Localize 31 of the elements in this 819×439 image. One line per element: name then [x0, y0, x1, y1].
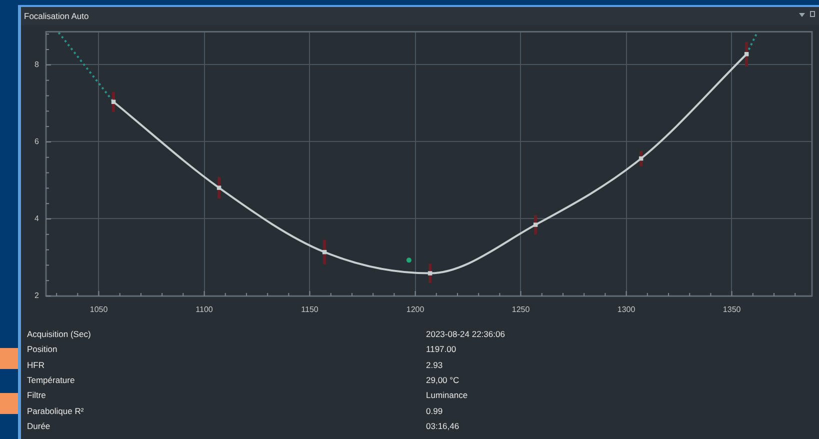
x-tick-label: 1100: [196, 305, 214, 314]
x-tick-label: 1300: [617, 305, 636, 314]
point: [406, 258, 412, 263]
text: 0.99: [426, 404, 443, 416]
x-tick-label: 1250: [512, 305, 530, 314]
point: [216, 186, 222, 190]
text: 29,00 °C: [426, 374, 460, 386]
point: [533, 222, 538, 227]
x-tick-label: 1150: [301, 305, 319, 314]
text: 2023-08-24 22:36:06: [426, 328, 505, 340]
y-tick-label: 2: [34, 291, 40, 300]
x-tick-label: 1200: [406, 305, 425, 314]
text: Température: [27, 374, 75, 386]
text: Filtre: [27, 389, 46, 402]
x-tick-label: 1350: [722, 305, 742, 314]
y-tick-label: 4: [34, 214, 40, 224]
text: Luminance: [426, 389, 468, 402]
chart-title: Focalisation Auto: [24, 10, 89, 22]
y-tick-label: 8: [34, 60, 40, 70]
point: [428, 271, 432, 276]
y-tick-label: 6: [34, 137, 40, 146]
text: 03:16,46: [426, 420, 460, 432]
x-tick-label: 1050: [90, 305, 108, 314]
text: Acquisition (Sec): [27, 328, 91, 340]
text: Parabolique R²: [27, 404, 84, 416]
text: 2.93: [426, 358, 443, 371]
text: HFR: [27, 358, 44, 371]
text: Position: [27, 343, 58, 356]
point: [744, 52, 749, 56]
text: Durée: [27, 420, 50, 432]
text: 1197.00: [426, 343, 456, 356]
